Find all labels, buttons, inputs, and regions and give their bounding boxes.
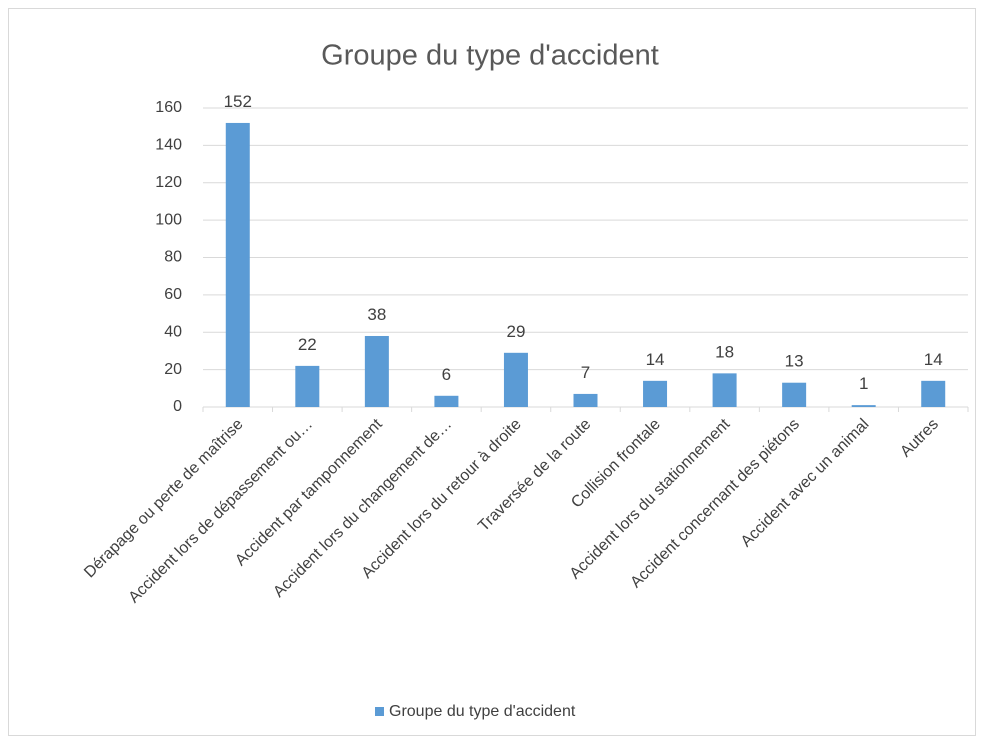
data-label: 22 <box>298 335 317 354</box>
bar <box>295 365 320 407</box>
chart-frame <box>8 8 976 736</box>
bar <box>573 393 598 407</box>
bar <box>503 352 528 407</box>
bar <box>643 380 668 407</box>
data-label: 7 <box>581 363 590 382</box>
data-label: 152 <box>224 92 252 111</box>
y-tick-label: 40 <box>164 323 182 340</box>
y-tick-label: 140 <box>155 137 182 154</box>
bar <box>921 380 946 407</box>
y-tick-label: 0 <box>173 398 182 415</box>
y-tick-label: 120 <box>155 174 182 191</box>
data-label: 14 <box>646 350 665 369</box>
legend-swatch <box>375 707 384 716</box>
data-label: 6 <box>442 365 451 384</box>
data-label: 29 <box>506 322 525 341</box>
bar <box>851 405 876 407</box>
bar <box>364 335 389 407</box>
data-label: 1 <box>859 374 868 393</box>
bar <box>712 373 737 407</box>
y-tick-label: 80 <box>164 249 182 266</box>
data-label: 13 <box>785 352 804 371</box>
bar <box>225 122 250 407</box>
y-tick-label: 20 <box>164 361 182 378</box>
data-label: 38 <box>367 305 386 324</box>
chart-title: Groupe du type d'accident <box>321 40 659 72</box>
bar <box>782 382 807 407</box>
y-tick-label: 160 <box>155 99 182 116</box>
data-label: 18 <box>715 342 734 361</box>
y-tick-label: 100 <box>155 211 182 228</box>
bar <box>434 395 459 407</box>
legend-label: Groupe du type d'accident <box>389 703 576 720</box>
y-tick-label: 60 <box>164 286 182 303</box>
data-label: 14 <box>924 350 943 369</box>
